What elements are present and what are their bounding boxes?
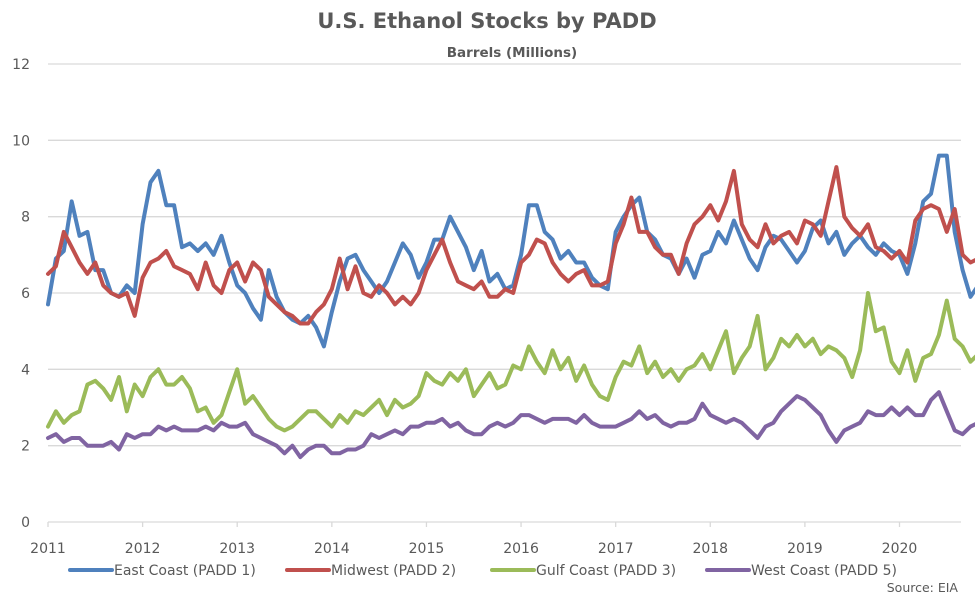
x-tick-label: 2017 <box>598 541 634 557</box>
legend-label-east-coast: East Coast (PADD 1) <box>114 563 256 579</box>
y-tick-label: 4 <box>21 362 30 378</box>
legend-label-gulf-coast: Gulf Coast (PADD 3) <box>536 563 676 579</box>
legend-label-west-coast: West Coast (PADD 5) <box>751 563 897 579</box>
legend-label-midwest: Midwest (PADD 2) <box>331 563 456 579</box>
x-tick-label: 2016 <box>503 541 539 557</box>
x-axis-ticks: 2011 2012 2013 2014 2015 2016 2017 2018 2019 2020 <box>30 522 917 557</box>
x-tick-label: 2015 <box>409 541 445 557</box>
x-tick-label: 2012 <box>125 541 161 557</box>
series-line-gulf-coast <box>46 291 975 433</box>
y-tick-label: 10 <box>12 133 30 149</box>
y-tick-label: 12 <box>12 57 30 73</box>
legend: East Coast (PADD 1) Midwest (PADD 2) Gul… <box>68 563 897 579</box>
y-axis-ticks: 0 2 4 6 8 10 12 <box>12 57 30 531</box>
x-tick-label: 2014 <box>314 541 350 557</box>
x-tick-label: 2011 <box>30 541 66 557</box>
legend-item-east-coast[interactable]: East Coast (PADD 1) <box>68 563 256 579</box>
x-tick-label: 2019 <box>787 541 823 557</box>
source-note: Source: EIA <box>887 580 959 595</box>
chart-subtitle: Barrels (Millions) <box>447 45 577 61</box>
x-tick-label: 2018 <box>692 541 728 557</box>
y-tick-label: 8 <box>21 210 30 226</box>
series-line-east-coast <box>46 153 975 349</box>
gridlines <box>48 63 961 523</box>
legend-item-midwest[interactable]: Midwest (PADD 2) <box>285 563 456 579</box>
series-line-west-coast <box>46 390 975 460</box>
y-tick-label: 6 <box>21 286 30 302</box>
legend-item-gulf-coast[interactable]: Gulf Coast (PADD 3) <box>490 563 676 579</box>
x-tick-label: 2020 <box>882 541 918 557</box>
chart-title: U.S. Ethanol Stocks by PADD <box>317 9 656 33</box>
y-tick-label: 0 <box>21 515 30 531</box>
series-line-midwest <box>46 165 975 326</box>
x-tick-label: 2013 <box>219 541 255 557</box>
y-tick-label: 2 <box>21 439 30 455</box>
series-lines <box>46 153 975 460</box>
legend-item-west-coast[interactable]: West Coast (PADD 5) <box>705 563 897 579</box>
